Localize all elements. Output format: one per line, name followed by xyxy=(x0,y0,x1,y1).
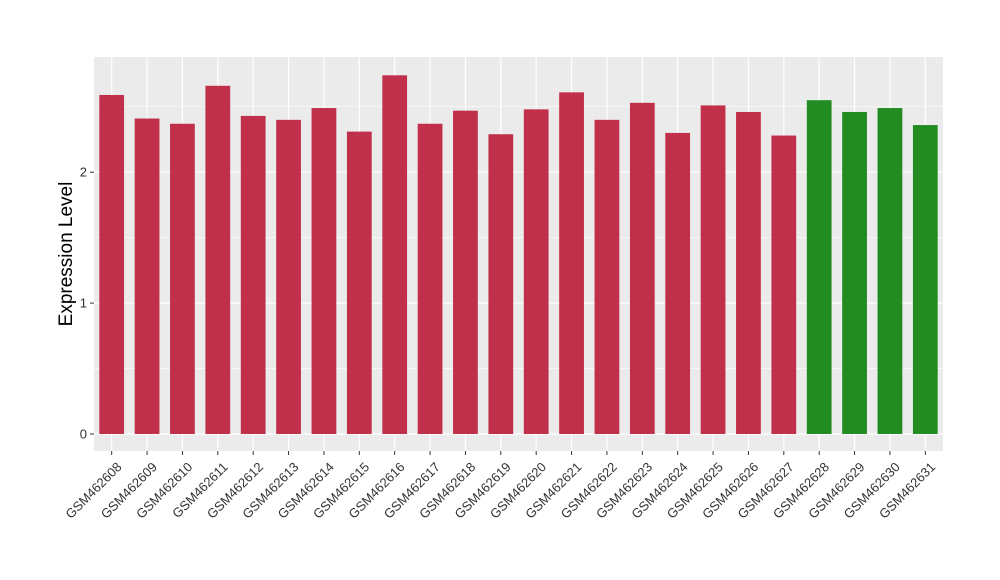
bar-GSM462617 xyxy=(417,123,443,434)
bar-GSM462625 xyxy=(700,105,726,434)
bar-GSM462628 xyxy=(806,100,832,434)
bar-GSM462609 xyxy=(134,118,160,434)
bar-GSM462615 xyxy=(346,131,372,434)
bar-GSM462613 xyxy=(276,119,301,434)
bar-GSM462627 xyxy=(771,135,797,434)
bar-GSM462618 xyxy=(453,110,478,434)
bar-GSM462616 xyxy=(382,75,408,434)
bar-GSM462622 xyxy=(594,119,620,434)
bar-GSM462610 xyxy=(170,123,195,434)
bar-GSM462626 xyxy=(736,111,761,434)
bar-GSM462612 xyxy=(240,115,266,434)
bar-GSM462631 xyxy=(912,125,938,434)
bar-GSM462630 xyxy=(877,108,903,434)
bar-GSM462614 xyxy=(311,108,337,434)
y-tick-label: 2 xyxy=(80,165,87,180)
bar-GSM462623 xyxy=(629,102,655,434)
bar-GSM462624 xyxy=(665,132,691,434)
y-axis-title: Expression Level xyxy=(56,182,77,327)
bar-GSM462608 xyxy=(99,94,125,434)
bars xyxy=(99,75,938,434)
bar-GSM462619 xyxy=(488,134,514,434)
y-tick-label: 1 xyxy=(80,296,87,311)
bar-GSM462620 xyxy=(523,109,549,434)
plot-panel xyxy=(94,57,943,451)
bar-GSM462621 xyxy=(559,92,584,434)
x-axis: GSM462608GSM462609GSM462610GSM462611GSM4… xyxy=(62,451,938,522)
y-axis: 0 1 2 xyxy=(80,165,94,441)
y-tick-label: 0 xyxy=(80,426,87,441)
bar-GSM462611 xyxy=(205,85,231,434)
bar-GSM462629 xyxy=(842,111,867,434)
